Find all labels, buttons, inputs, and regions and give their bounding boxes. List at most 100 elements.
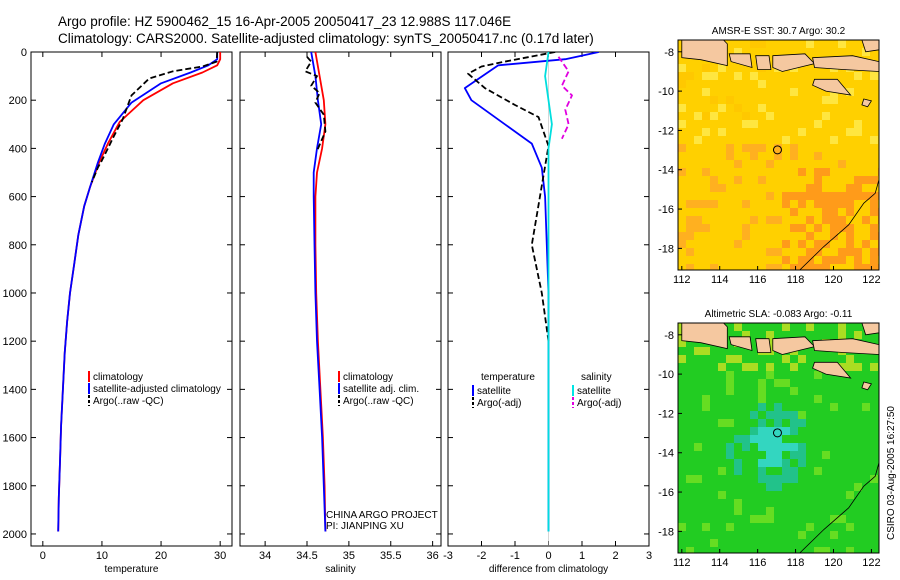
sst_map-cell [702,128,710,136]
sst_map-xtick-label: 114 [711,274,729,286]
sst_map-cell [838,216,846,224]
sst_map-cell [694,112,702,120]
sst_map-xtick-label: 120 [824,274,842,286]
sla_map-cell [686,475,694,483]
sst_map-cell [822,192,830,200]
sst_map-cell [734,240,742,248]
sla_map-cell [774,475,782,483]
sst_map-cell [734,160,742,168]
sst_map-cell [678,120,686,128]
sst_map-cell [838,192,846,200]
sst_map-cell [790,152,798,160]
sst_map-cell [718,184,726,192]
sst_map-cell [726,144,734,152]
sla_map-cell [734,507,742,515]
sst_map-cell [702,72,710,80]
sla_map-cell [766,427,774,435]
sst_map-cell [694,200,702,208]
sst_map-cell [798,224,806,232]
salinity-frame [239,51,442,547]
sst_map-cell [718,104,726,112]
sst_map-cell [758,144,766,152]
sst_map-cell [846,232,854,240]
sst_map-cell [846,248,854,256]
diff-temperature-legend-item: Argo(-adj) [477,398,521,409]
sla_map-cell [790,443,798,451]
sst_map-cell [766,192,774,200]
sla_map-cell [758,387,766,395]
sla_map-cell [758,467,766,475]
sla_map-island [812,361,852,379]
sla_map-cell [854,363,862,371]
pi-annotation: PI: JIANPING XU [326,521,404,532]
sst_map-cell [710,112,718,120]
sst_map-cell [806,264,814,270]
difference-xtick-label: 1 [579,550,585,562]
temperature-legend-item: satellite-adjusted climatology [93,384,221,395]
sst_map-island [755,55,772,70]
sla_map-cell [790,419,798,427]
sla_map-cell [838,515,846,523]
sst_map-cell [742,232,750,240]
difference-xtick-label: 2 [612,550,618,562]
depth-tick-label: 1000 [3,288,27,300]
sla_map-cell [830,531,838,539]
sla_map-cell [742,435,750,443]
sla_map-cell [846,355,854,363]
salinity-series-satellite-adj-clim- [310,52,327,532]
sst_map-cell [814,120,822,128]
sla_map-xtick-label: 118 [787,557,805,569]
sst_map-cell [862,192,870,200]
sst_map-cell [830,208,838,216]
sla_map-cell [774,427,782,435]
sla_map-cell [774,483,782,491]
sla_map-cell [790,475,798,483]
sst_map-cell [814,168,822,176]
sst_map-cell [838,160,846,168]
sst_map-cell [790,224,798,232]
sst_map-cell [854,176,862,184]
sla_map-cell [718,467,726,475]
sla_map-cell [830,403,838,411]
sst_map-cell [750,120,758,128]
sla_map-cell [718,419,726,427]
sst_map-island [861,40,879,53]
sst_map-cell [870,176,878,184]
sst_map-ytick-label: -8 [664,47,674,59]
sst_map-island [681,40,728,67]
sla_map-cell [702,395,710,403]
sst_map-cell [686,248,694,256]
sst_map-cell [710,176,718,184]
depth-tick-label: 0 [21,47,27,59]
sst_map-island [812,78,852,96]
sla_map-cell [782,475,790,483]
sst_map-cell [814,240,822,248]
sst_map-cell [790,264,798,270]
sst_map-cell [838,248,846,256]
figure-title-line-1: Argo profile: HZ 5900462_15 16-Apr-2005 … [58,14,512,29]
sst_map-cell [742,224,750,232]
temperature-frame [30,51,233,547]
sst_map-cell [822,200,830,208]
sla_map-island [755,338,772,353]
sla_map-cell [734,499,742,507]
difference-xtick-label: -3 [443,550,453,562]
sst_map-cell [694,216,702,224]
sla_map-cell [870,363,878,371]
sla_map-cell [678,339,686,347]
sla_map-cell [678,523,686,531]
sst_map-cell [822,240,830,248]
salinity-panel: 34 34.5 35 35.5 36 salinity [239,51,442,575]
sla_map-cell [846,491,854,499]
sst_map-cell [766,112,774,120]
sst_map-cell [846,192,854,200]
sla_map-cell [782,459,790,467]
sst_map-cell [814,192,822,200]
sst_map-cell [774,216,782,224]
sla_map-xtick-label: 116 [749,557,767,569]
sst_map-cell [758,80,766,88]
sla_map-cell [774,435,782,443]
sst_map-ytick-label: -10 [658,86,674,98]
sst_map-cell [870,232,878,240]
